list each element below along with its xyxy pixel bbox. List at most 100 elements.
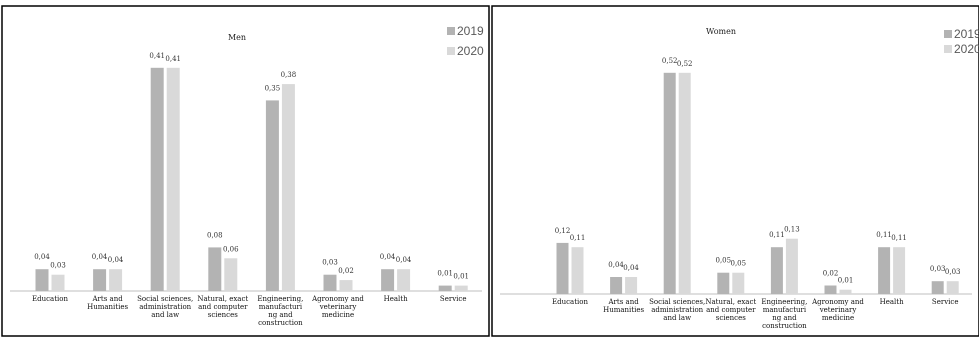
women-category-label-line: sciences (716, 314, 746, 322)
men-bar-2019-7 (381, 269, 395, 291)
men-category-label-line: and computer (198, 303, 248, 311)
women-value-label-2020-6: 0,01 (838, 277, 854, 285)
women-value-label-2019-2: 0,04 (608, 261, 624, 269)
men-category-label-line: Arts and (91, 295, 123, 303)
men-bar-2019-3 (150, 67, 164, 291)
men-value-label-2019-6: 0,03 (322, 259, 338, 267)
men-category-label-6: Agronomy and veterinary medicine (311, 295, 364, 319)
men-category-label-line: construction (258, 319, 303, 327)
women-category-label-line: medicine (822, 314, 854, 322)
women-legend-label-2019: 2019 (954, 27, 979, 41)
women-category-label-line: administration (651, 306, 703, 314)
men-category-label-line: Humanities (87, 303, 128, 311)
men-bar-2020-7 (397, 269, 411, 291)
women-value-label-2019-6: 0,02 (823, 270, 839, 278)
women-category-label-1: Education (552, 298, 588, 306)
women-legend-swatch-2020 (944, 45, 952, 53)
women-value-label-2020-2: 0,04 (623, 264, 639, 272)
women-bar-2020-7 (893, 247, 906, 294)
women-bar-2020-8 (946, 281, 959, 294)
men-legend-swatch-2019 (447, 27, 455, 35)
women-category-label-line: Service (932, 298, 959, 306)
women-category-label-line: Education (552, 298, 588, 306)
women-bar-2019-7 (878, 247, 891, 294)
women-legend-label-2020: 2020 (954, 42, 979, 56)
men-category-label-line: Service (440, 295, 467, 303)
men-chart-title: Men (228, 33, 246, 42)
women-category-label-line: Engineering, (761, 298, 807, 306)
women-category-label-line: veterinary (819, 306, 857, 314)
men-category-label-line: Social sciences, (137, 295, 193, 303)
women-value-label-2020-5: 0,13 (784, 226, 800, 234)
men-value-label-2020-7: 0,04 (396, 256, 412, 264)
women-bar-2019-5 (770, 247, 783, 294)
men-bar-2020-1 (51, 274, 65, 291)
women-chart-title: Women (706, 27, 736, 36)
men-legend-label-2020: 2020 (457, 44, 484, 58)
men-value-label-2019-4: 0,08 (207, 231, 223, 239)
women-value-label-2020-1: 0,11 (570, 234, 586, 242)
women-bar-2020-4 (732, 272, 745, 294)
men-value-label-2020-8: 0,01 (453, 273, 469, 281)
women-category-label-line: Natural, exact (705, 298, 756, 306)
women-category-label-line: and computer (706, 306, 756, 314)
women-value-label-2020-8: 0,03 (945, 268, 961, 276)
men-value-label-2020-4: 0,06 (223, 245, 239, 253)
women-value-label-2020-3: 0,52 (677, 60, 693, 68)
men-category-label-line: Education (32, 295, 68, 303)
men-category-label-4: Natural, exact and computer sciences (197, 295, 248, 319)
men-category-label-3: Social sciences, administration and law (137, 295, 193, 319)
men-category-label-8: Service (440, 295, 467, 303)
men-category-label-line: Health (384, 295, 408, 303)
men-category-label-line: Engineering, (257, 295, 303, 303)
women-value-label-2019-8: 0,03 (930, 265, 946, 273)
men-category-label-line: veterinary (319, 303, 357, 311)
men-bar-2020-2 (109, 269, 123, 291)
men-value-label-2019-8: 0,01 (437, 270, 453, 278)
women-bar-2019-3 (663, 72, 676, 294)
women-category-label-line: Agronomy and (811, 298, 864, 306)
men-bar-2019-1 (35, 269, 49, 291)
men-bar-2020-3 (166, 67, 180, 291)
women-category-label-line: manufacturi (763, 306, 807, 314)
women-category-label-line: and law (663, 314, 691, 322)
women-legend-swatch-2019 (944, 30, 952, 38)
women-bar-2020-3 (678, 72, 691, 294)
men-category-label-1: Education (32, 295, 68, 303)
men-category-label-line: ng and (268, 311, 293, 319)
men-category-label-line: administration (139, 303, 191, 311)
men-bar-2020-8 (454, 285, 468, 291)
men-value-label-2019-1: 0,04 (34, 253, 50, 261)
men-bar-2019-6 (323, 274, 337, 291)
women-value-label-2020-7: 0,11 (891, 234, 907, 242)
men-category-label-line: manufacturi (259, 303, 303, 311)
men-value-label-2019-3: 0,41 (149, 52, 165, 60)
men-value-label-2020-6: 0,02 (338, 267, 354, 275)
men-legend-label-2019: 2019 (457, 24, 484, 38)
men-category-label-line: and law (151, 311, 179, 319)
women-bar-2019-6 (824, 285, 837, 294)
women-value-label-2019-5: 0,11 (769, 231, 785, 239)
men-category-label-line: Agronomy and (311, 295, 364, 303)
women-bar-2020-1 (571, 247, 584, 294)
men-value-label-2020-2: 0,04 (108, 256, 124, 264)
women-value-label-2020-4: 0,05 (731, 260, 747, 268)
men-category-label-5: Engineering, manufacturi ng and constructio… (257, 295, 303, 327)
women-value-label-2019-1: 0,12 (555, 227, 571, 235)
men-bar-2019-4 (208, 247, 222, 291)
men-category-label-2: Arts and Humanities (87, 295, 128, 311)
men-value-label-2020-1: 0,03 (50, 262, 66, 270)
women-category-label-line: ng and (772, 314, 797, 322)
women-bar-2019-2 (610, 277, 623, 294)
women-category-label-2: Arts and Humanities (603, 298, 644, 314)
women-category-label-5: Engineering, manufacturi ng and constructio… (761, 298, 807, 330)
men-bar-2020-5 (281, 84, 295, 291)
women-value-label-2019-7: 0,11 (876, 231, 892, 239)
women-category-label-line: Arts and (607, 298, 639, 306)
women-bar-2020-2 (625, 277, 638, 294)
women-bar-2020-5 (785, 238, 798, 294)
women-category-label-8: Service (932, 298, 959, 306)
men-category-label-line: Natural, exact (197, 295, 248, 303)
